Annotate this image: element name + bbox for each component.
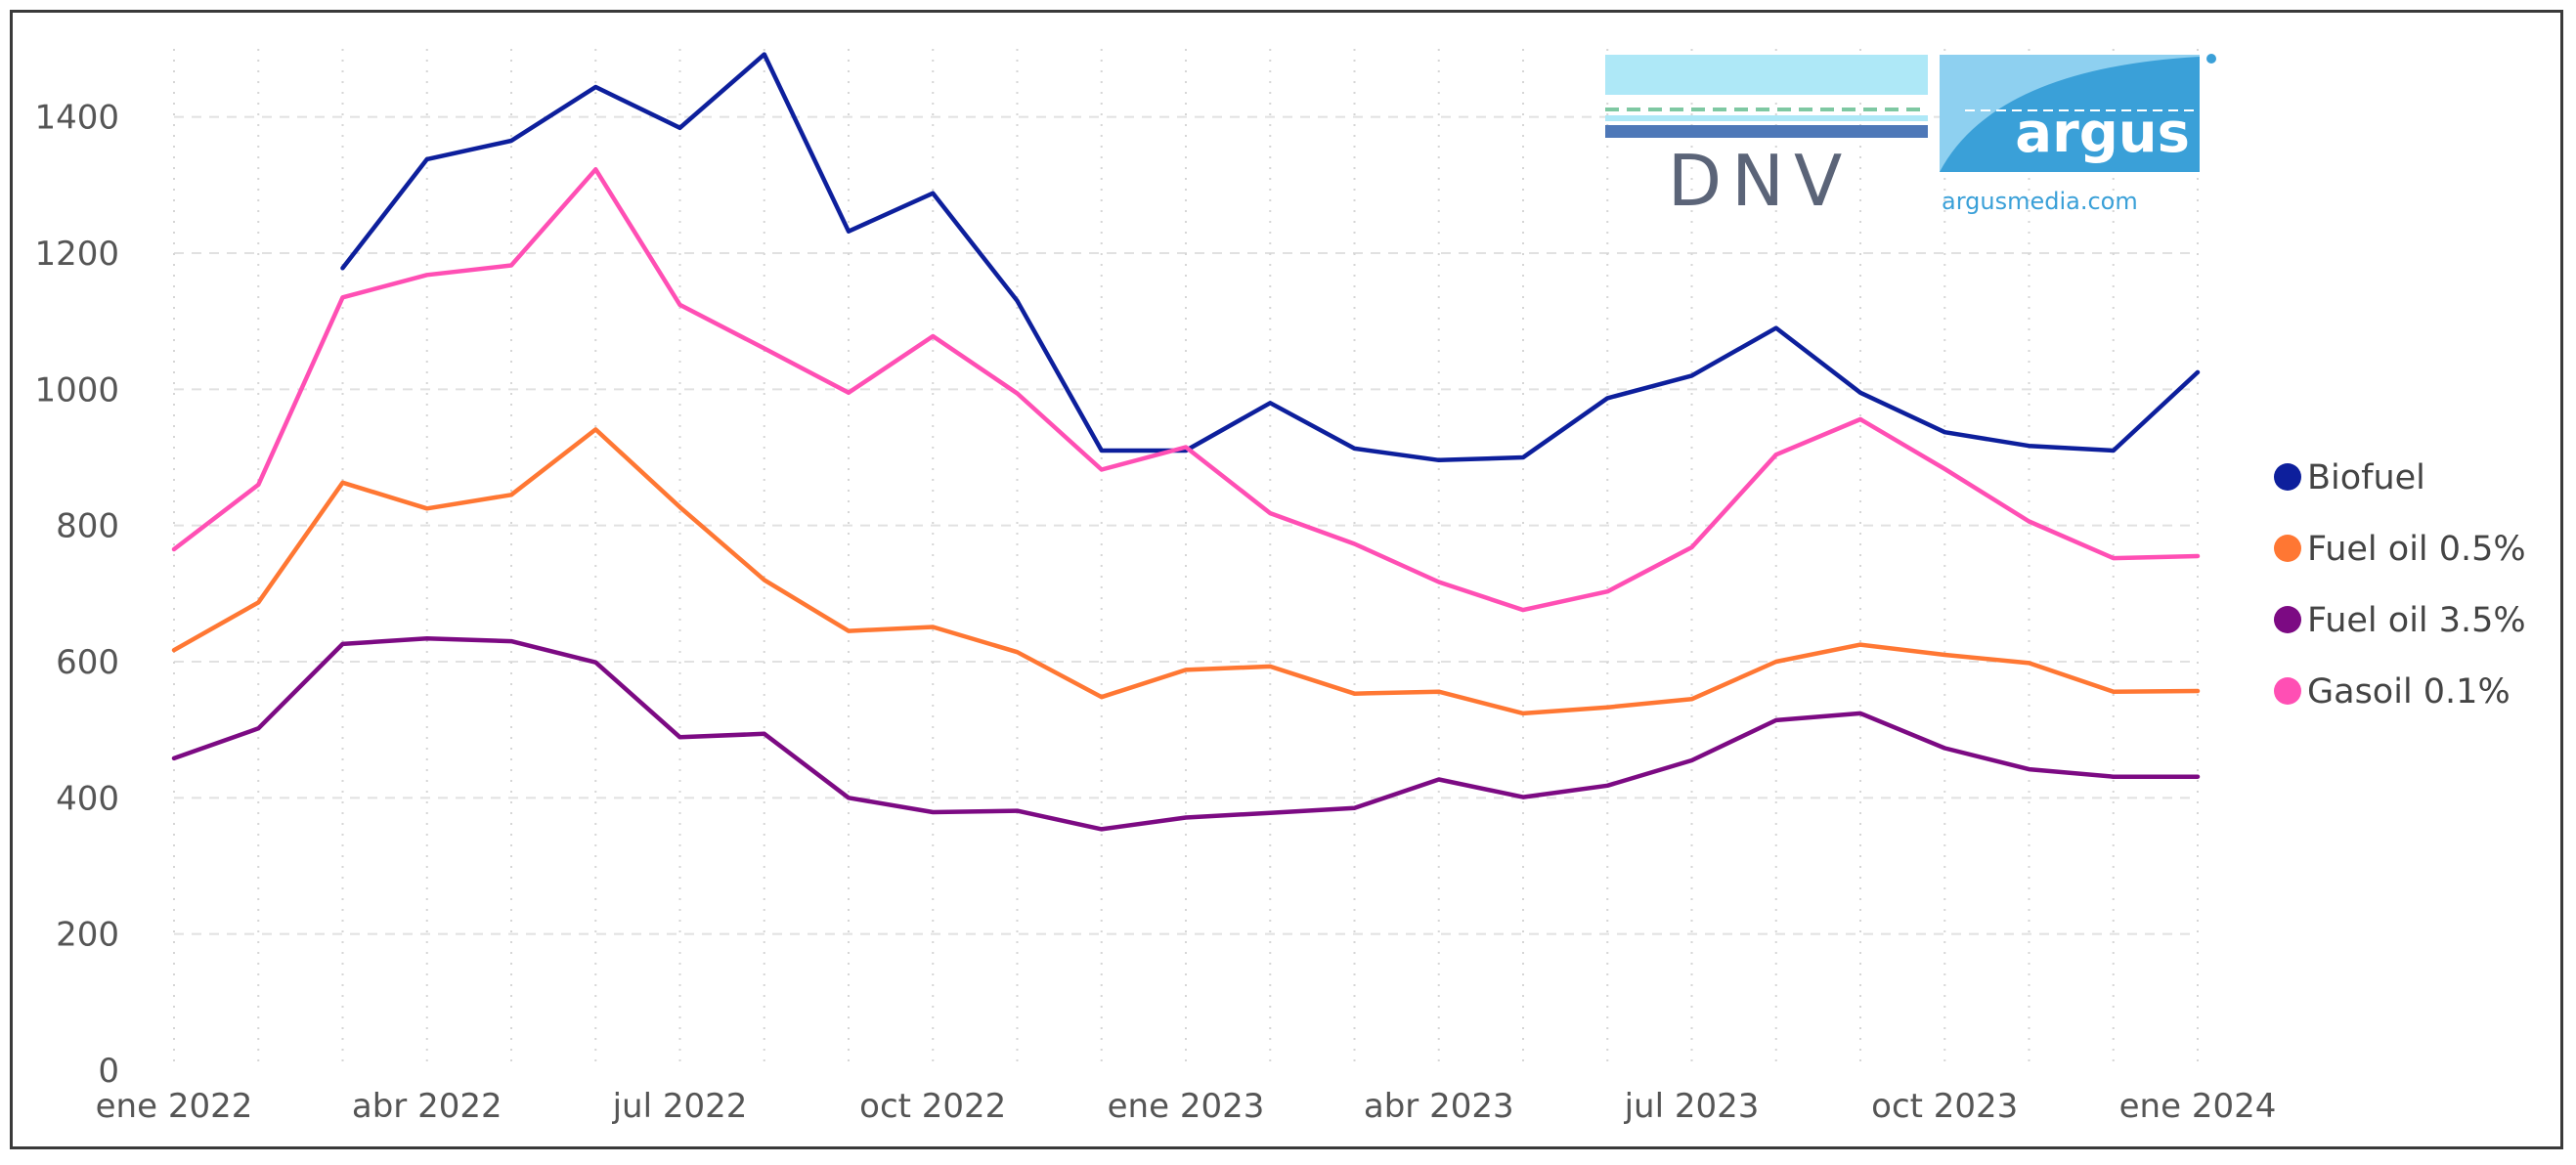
y-tick-label: 1200	[34, 235, 119, 274]
gridlines	[173, 49, 2199, 1070]
legend: Biofuel Fuel oil 0.5% Fuel oil 3.5% Gasoil …	[2274, 458, 2526, 712]
y-tick-label: 200	[56, 916, 119, 955]
legend-item[interactable]: Fuel oil 3.5%	[2274, 601, 2526, 640]
legend-item[interactable]: Gasoil 0.1%	[2274, 672, 2511, 712]
legend-item[interactable]: Biofuel	[2274, 458, 2425, 497]
x-tick-label: jul 2022	[612, 1087, 748, 1126]
x-tick-label: abr 2023	[1364, 1087, 1514, 1126]
x-tick-label: ene 2023	[1108, 1087, 1265, 1126]
y-tick-label: 400	[56, 779, 119, 818]
dnv-logo-text: DNV	[1668, 140, 1853, 222]
legend-marker	[2274, 677, 2301, 705]
series-line-fuel-oil-0-5	[171, 427, 2201, 716]
dnv-logo-band-top	[1605, 55, 1928, 95]
legend-label: Gasoil 0.1%	[2307, 672, 2511, 712]
legend-label: Fuel oil 0.5%	[2307, 530, 2526, 569]
x-tick-label: oct 2023	[1871, 1087, 2018, 1126]
argus-registered-mark	[2206, 54, 2216, 64]
x-tick-label: abr 2022	[352, 1087, 502, 1126]
x-tick-label: jul 2023	[1624, 1087, 1760, 1126]
legend-marker	[2274, 535, 2301, 562]
x-tick-label: ene 2024	[2119, 1087, 2277, 1126]
chart-frame	[10, 10, 2563, 1149]
dnv-logo-band-blue	[1605, 125, 1928, 138]
y-tick-label: 600	[56, 643, 119, 682]
argus-url-text: argusmedia.com	[1942, 188, 2138, 215]
legend-label: Biofuel	[2307, 458, 2425, 497]
y-tick-label: 1400	[34, 99, 119, 138]
x-tick-label: oct 2022	[859, 1087, 1006, 1126]
series-lines	[171, 52, 2201, 832]
y-tick-label: 800	[56, 507, 119, 546]
legend-marker	[2274, 606, 2301, 633]
dnv-logo-band-thin	[1605, 115, 1928, 121]
argus-logo-swoosh	[1940, 55, 2200, 172]
argus-logo: argus argusmedia.com	[1940, 54, 2216, 215]
y-tick-label: 1000	[34, 370, 119, 410]
y-tick-label: 0	[98, 1052, 119, 1091]
series-line-fuel-oil-3-5	[171, 636, 2201, 832]
legend-label: Fuel oil 3.5%	[2307, 601, 2526, 640]
argus-logo-text: argus	[2015, 102, 2190, 165]
legend-item[interactable]: Fuel oil 0.5%	[2274, 530, 2526, 569]
legend-marker	[2274, 463, 2301, 491]
dnv-logo: DNV	[1605, 55, 1928, 222]
axes: 0 200 400 600 800 1000 1200 1400 ene 2022 abr 202…	[34, 99, 2276, 1126]
x-tick-label: ene 2022	[96, 1087, 253, 1126]
